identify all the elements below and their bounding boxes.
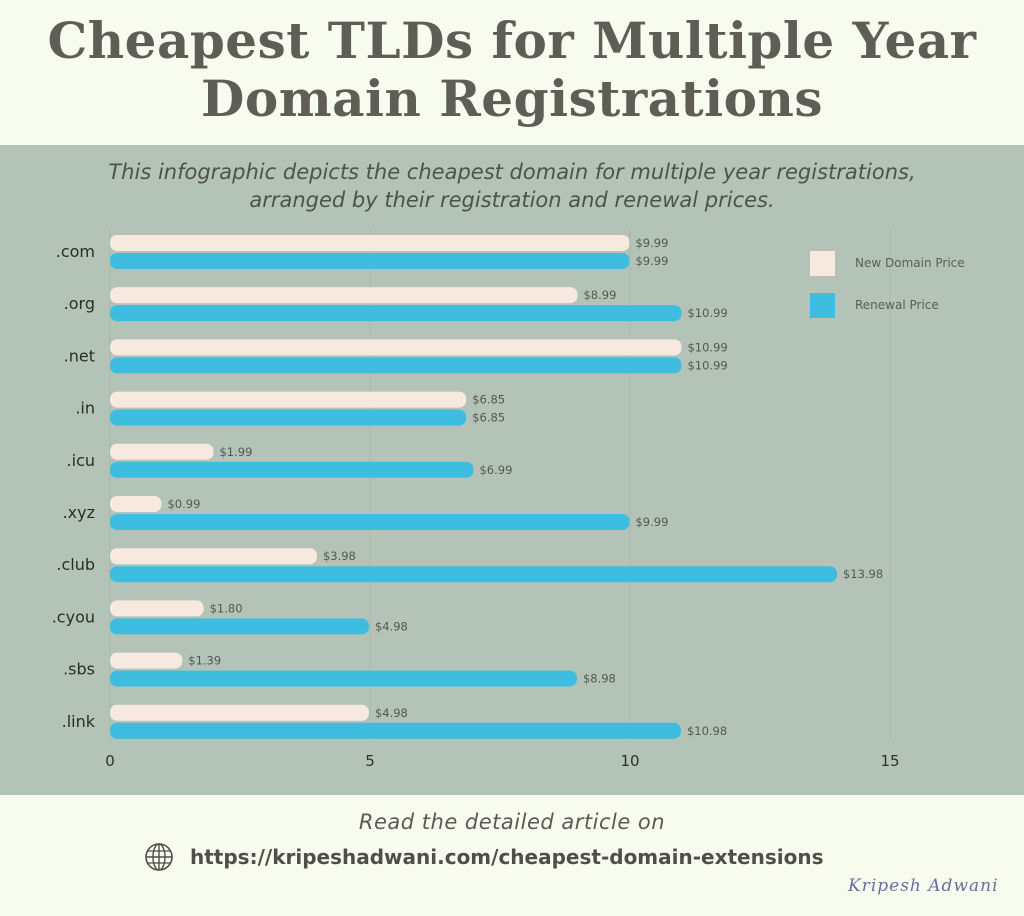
- legend: New Domain Price Renewal Price: [810, 251, 965, 318]
- new-price-bar: [110, 443, 214, 460]
- value-label: $10.98: [687, 724, 727, 738]
- value-label: $8.98: [583, 672, 616, 686]
- legend-label: Renewal Price: [855, 298, 939, 312]
- value-label: $1.80: [210, 601, 243, 615]
- new-price-bar: [110, 548, 317, 565]
- renewal-price-bar: [110, 670, 577, 687]
- subtitle-line-2: arranged by their registration and renew…: [249, 188, 775, 212]
- value-labels: $9.99 $9.99 $8.99 $10.99 $10.99 $10.99 $6.85 $6…: [167, 236, 883, 738]
- renewal-price-bar: [110, 409, 467, 426]
- title-line-1: Cheapest TLDs for Multiple Year: [47, 11, 977, 70]
- globe-icon: [145, 843, 173, 871]
- value-label: $9.99: [635, 254, 668, 268]
- value-label: $9.99: [635, 236, 668, 250]
- value-label: $10.99: [687, 340, 727, 354]
- renewal-price-bar: [110, 566, 837, 583]
- category-label: .link: [62, 712, 96, 731]
- category-labels: .com .org .net .in .icu .xyz .club .cyou .sbs .li…: [52, 242, 96, 731]
- value-label: $3.98: [323, 549, 356, 563]
- new-price-bar: [110, 339, 682, 356]
- x-tick-label: 15: [880, 752, 899, 770]
- title-line-2: Domain Registrations: [200, 69, 823, 128]
- category-label: .club: [56, 555, 95, 574]
- new-price-bar: [110, 600, 204, 617]
- renewal-price-bar: [110, 357, 682, 374]
- new-price-bar: [110, 652, 183, 669]
- category-label: .sbs: [63, 660, 95, 679]
- page-title: Cheapest TLDs for Multiple Year Domain R…: [0, 12, 1024, 128]
- value-label: $9.99: [635, 515, 668, 529]
- renewal-price-bar: [110, 722, 681, 739]
- new-price-bar: [110, 391, 467, 408]
- legend-swatch-renewal: [810, 293, 835, 318]
- legend-label: New Domain Price: [855, 256, 965, 270]
- category-label: .icu: [67, 451, 95, 470]
- renewal-price-bar: [110, 253, 630, 269]
- value-label: $1.39: [188, 654, 221, 668]
- read-more-text: Read the detailed article on: [358, 810, 666, 834]
- bars: [110, 235, 837, 739]
- new-price-bar: [110, 287, 578, 304]
- value-label: $1.99: [219, 445, 252, 459]
- new-price-bar: [110, 496, 162, 512]
- category-label: .xyz: [63, 503, 95, 522]
- category-label: .com: [56, 242, 95, 261]
- x-tick-label: 0: [105, 752, 115, 770]
- value-label: $6.85: [472, 393, 505, 407]
- value-label: $0.99: [167, 497, 200, 511]
- value-label: $4.98: [375, 619, 408, 633]
- value-label: $10.99: [687, 358, 727, 372]
- category-label: .in: [75, 399, 95, 418]
- renewal-price-bar: [110, 618, 369, 635]
- x-axis-ticks: 0 5 10 15: [105, 752, 899, 770]
- value-label: $8.99: [583, 288, 616, 302]
- value-label: $6.85: [472, 411, 505, 425]
- value-label: $6.99: [479, 463, 512, 477]
- category-label: .cyou: [52, 607, 95, 626]
- new-price-bar: [110, 704, 369, 721]
- x-tick-label: 5: [365, 752, 375, 770]
- renewal-price-bar: [110, 514, 630, 530]
- author-signature: Kripesh Adwani: [848, 876, 999, 896]
- article-link[interactable]: https://kripeshadwani.com/cheapest-domai…: [190, 845, 824, 869]
- subtitle-line-1: This infographic depicts the cheapest do…: [108, 160, 916, 184]
- new-price-bar: [110, 235, 630, 251]
- value-label: $10.99: [687, 306, 727, 320]
- legend-swatch-new: [810, 251, 835, 276]
- x-tick-label: 10: [620, 752, 639, 770]
- renewal-price-bar: [110, 305, 682, 322]
- category-label: .net: [64, 346, 95, 365]
- value-label: $4.98: [375, 706, 408, 720]
- value-label: $13.98: [843, 567, 883, 581]
- renewal-price-bar: [110, 461, 474, 478]
- chart-subtitle: This infographic depicts the cheapest do…: [0, 158, 1024, 214]
- grid-lines: [109, 228, 891, 740]
- category-label: .org: [64, 294, 95, 313]
